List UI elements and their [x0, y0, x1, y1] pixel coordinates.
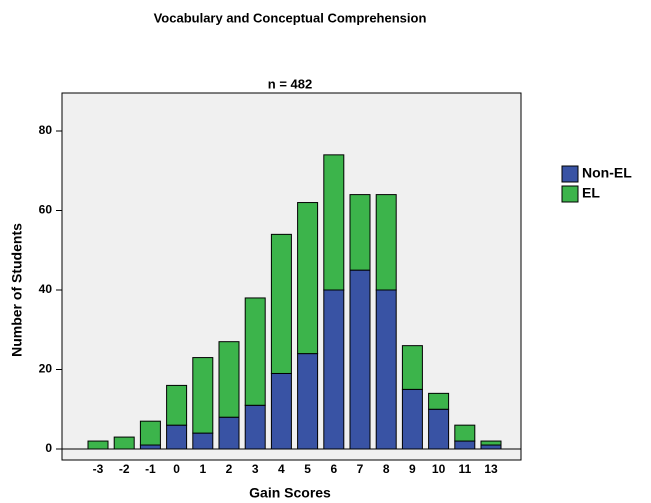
bar-segment — [480, 444, 502, 450]
x-tick-label: 2 — [226, 462, 233, 476]
bar-segment — [375, 289, 397, 450]
chart-title: Vocabulary and Conceptual Comprehension — [154, 10, 427, 25]
bar-segment — [375, 194, 397, 291]
y-tick-label: 80 — [39, 123, 53, 137]
legend-swatch — [561, 165, 579, 183]
chart-subtitle: n = 482 — [268, 76, 312, 91]
legend-label: EL — [582, 185, 600, 201]
bar-segment — [139, 420, 161, 446]
bar-segment — [323, 289, 345, 450]
bar-segment — [87, 440, 109, 450]
bar-segment — [297, 353, 319, 450]
x-tick-label: 0 — [173, 462, 180, 476]
x-tick-label: 11 — [458, 462, 471, 476]
bar-segment — [218, 416, 240, 450]
x-tick-label: 8 — [383, 462, 390, 476]
bar-segment — [401, 345, 423, 390]
bar-segment — [139, 444, 161, 450]
x-tick-label: -1 — [145, 462, 156, 476]
y-tick-label: 60 — [39, 203, 53, 217]
x-tick-label: 9 — [409, 462, 416, 476]
bar-segment — [244, 404, 266, 450]
x-tick-label: 7 — [357, 462, 364, 476]
bar-segment — [428, 392, 450, 410]
bar-segment — [192, 357, 214, 434]
bar-segment — [218, 341, 240, 418]
bar-segment — [297, 202, 319, 355]
y-tick-label: 40 — [39, 282, 53, 296]
x-tick-label: 5 — [304, 462, 311, 476]
bar-segment — [166, 384, 188, 426]
x-tick-label: 6 — [330, 462, 337, 476]
x-axis-label: Gain Scores — [249, 485, 331, 501]
bar-segment — [401, 388, 423, 450]
bar-segment — [270, 372, 292, 450]
x-tick-label: 3 — [252, 462, 259, 476]
legend-label: Non-EL — [582, 165, 632, 181]
y-tick-label: 20 — [39, 362, 53, 376]
bar-segment — [349, 194, 371, 271]
x-tick-label: -2 — [119, 462, 130, 476]
bar-segment — [270, 233, 292, 374]
bar-segment — [192, 432, 214, 450]
bar-segment — [113, 436, 135, 450]
legend-swatch — [561, 185, 579, 203]
bar-segment — [166, 424, 188, 450]
x-tick-label: 13 — [484, 462, 498, 476]
x-tick-label: 10 — [432, 462, 446, 476]
y-tick-label: 0 — [45, 441, 52, 455]
bar-segment — [428, 408, 450, 450]
bar-segment — [480, 440, 502, 446]
y-axis-label: Number of Students — [9, 223, 25, 357]
x-tick-label: 1 — [199, 462, 206, 476]
bar-segment — [349, 269, 371, 450]
bar-segment — [454, 440, 476, 450]
x-tick-label: -3 — [93, 462, 104, 476]
x-tick-label: 4 — [278, 462, 285, 476]
bar-segment — [323, 154, 345, 291]
bar-segment — [454, 424, 476, 442]
bar-segment — [244, 297, 266, 406]
